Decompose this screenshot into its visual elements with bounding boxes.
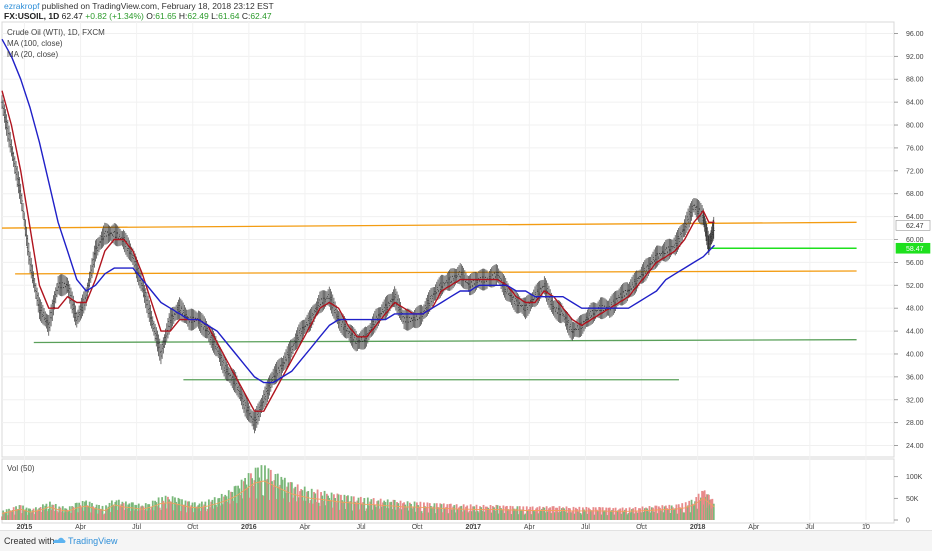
y-tick-label: 44.00	[906, 329, 924, 336]
y-tick-label: 72.00	[906, 168, 924, 175]
y-tick-label: 28.00	[906, 420, 924, 427]
created-with-label: Created with	[4, 536, 55, 546]
y-tick-label: 56.00	[906, 260, 924, 267]
footer: Created with TradingView	[0, 530, 932, 551]
y-tick-label: 36.00	[906, 374, 924, 381]
volume-tick-label: 50K	[906, 496, 919, 503]
price-axis[interactable]: 24.00 28.00 32.00 36.00 40.00 44.00 48.00 52.00…	[894, 31, 924, 450]
volume-tick-label: 0	[906, 518, 910, 525]
y-tick-label: 32.00	[906, 397, 924, 404]
time-axis[interactable]: 2015 Apr Jul Oct 2016 Apr Jul Oct 2017 Apr Jul Oct 2…	[17, 523, 870, 530]
y-tick-label: 24.00	[906, 443, 924, 450]
price-chart[interactable]: 24.00 28.00 32.00 36.00 40.00 44.00 48.00 52.00…	[0, 0, 932, 530]
last-price-tag-text: 62.47	[906, 223, 924, 230]
legend-ma20: MA (20, close)	[7, 50, 58, 59]
volume-legend: Vol (50)	[7, 464, 35, 473]
y-tick-label: 96.00	[906, 31, 924, 38]
y-tick-label: 64.00	[906, 214, 924, 221]
y-tick-label: 52.00	[906, 283, 924, 290]
support-price-tag-text: 58.47	[906, 246, 924, 253]
y-tick-label: 76.00	[906, 145, 924, 152]
legend-title: Crude Oil (WTI), 1D, FXCM	[7, 28, 105, 37]
y-tick-label: 40.00	[906, 351, 924, 358]
volume-axis: 100K 50K 0	[894, 474, 923, 524]
y-tick-label: 92.00	[906, 54, 924, 61]
tradingview-link[interactable]: TradingView	[68, 536, 118, 546]
y-tick-label: 68.00	[906, 191, 924, 198]
y-tick-label: 80.00	[906, 123, 924, 130]
volume-tick-label: 100K	[906, 474, 923, 481]
y-tick-label: 48.00	[906, 306, 924, 313]
y-tick-label: 88.00	[906, 77, 924, 84]
y-tick-label: 60.00	[906, 237, 924, 244]
tradingview-logo-icon[interactable]	[52, 535, 66, 545]
y-tick-label: 84.00	[906, 100, 924, 107]
legend-ma100: MA (100, close)	[7, 39, 63, 48]
